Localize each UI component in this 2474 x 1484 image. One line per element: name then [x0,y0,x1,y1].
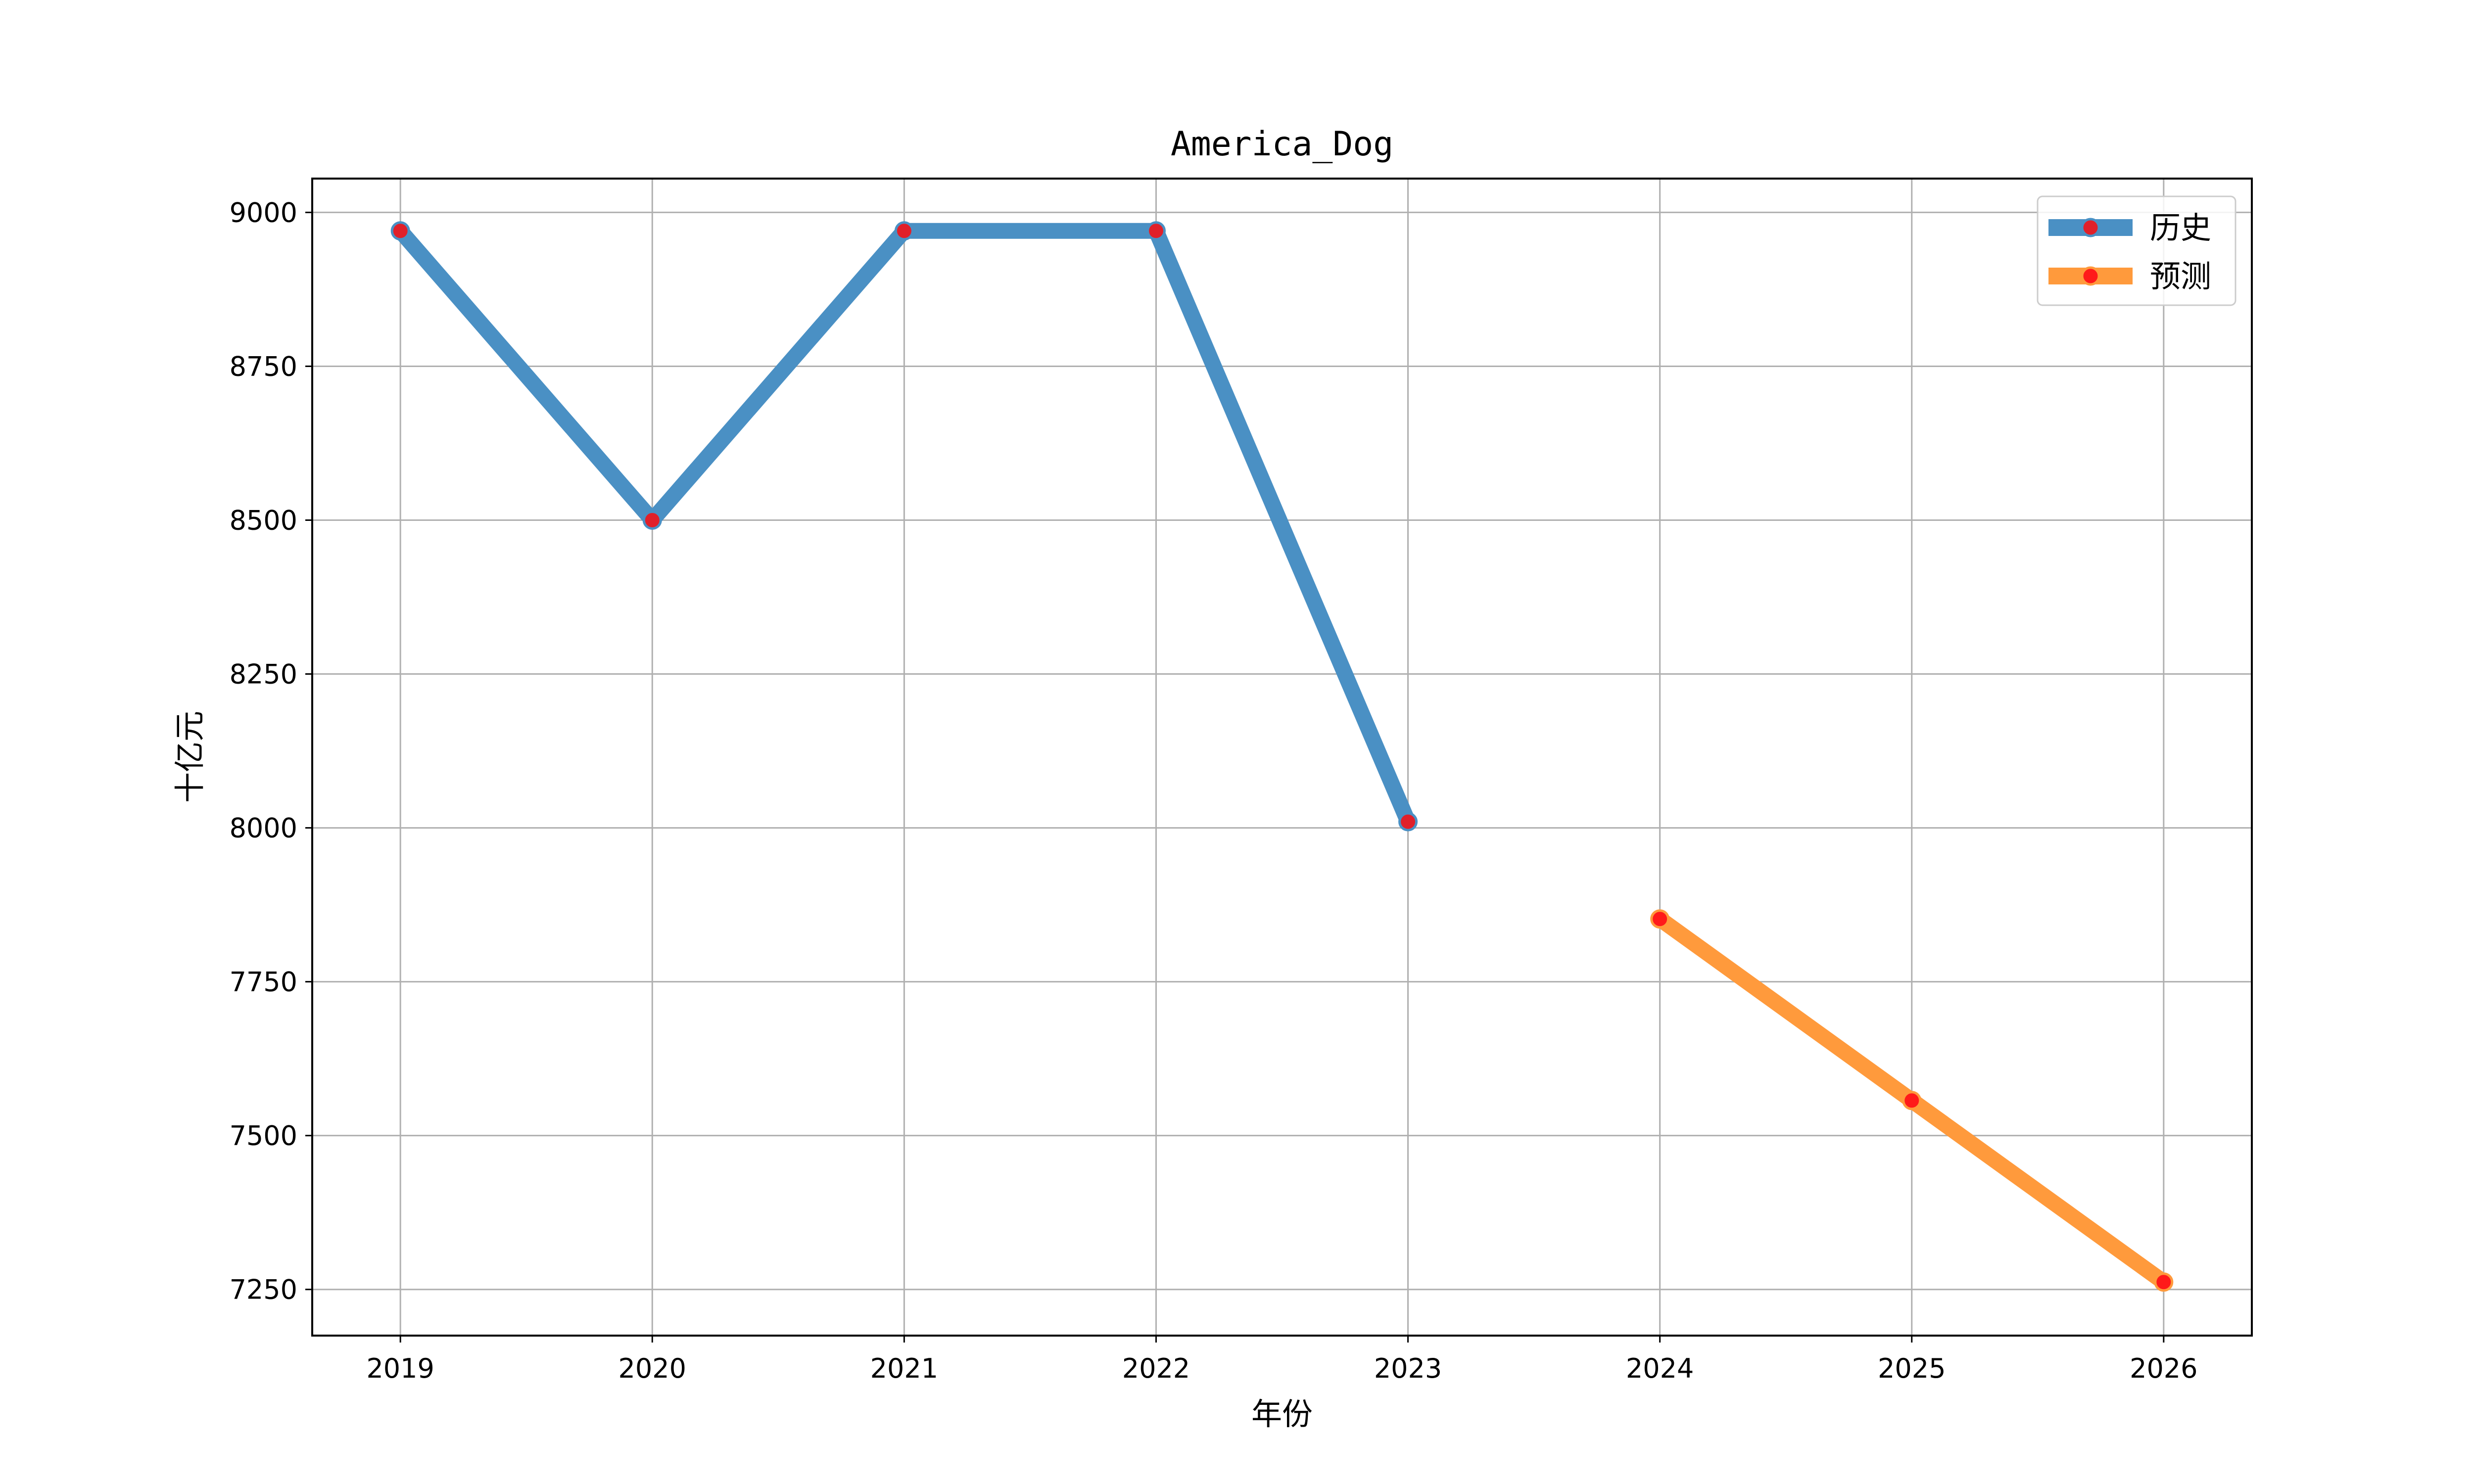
y-tick-label: 7750 [230,967,297,998]
data-point [894,221,914,241]
y-tick-label: 8750 [230,351,297,382]
data-point [642,510,662,530]
series-1 [390,221,1418,832]
y-tick-label: 7250 [230,1274,297,1305]
y-tick-label: 9000 [230,197,297,228]
x-tick-label: 2024 [1626,1353,1694,1384]
y-tick-label: 8500 [230,505,297,536]
y-tick-label: 7500 [230,1120,297,1152]
data-point [1650,909,1670,929]
chart-title: America_Dog [1171,125,1393,164]
y-tick-label: 8000 [230,813,297,844]
legend-marker [2081,266,2100,286]
x-tick-label: 2025 [1878,1353,1946,1384]
data-point [1146,221,1166,241]
x-tick-label: 2021 [870,1353,938,1384]
legend-label: 预测 [2150,258,2211,294]
y-tick-label: 8250 [230,659,297,690]
data-point [390,221,410,241]
plot-frame [311,178,2253,1337]
x-axis: 2019 2020 2021 2022 2023 2024 2025 2026 [366,1336,2198,1384]
x-tick-label: 2023 [1374,1353,1442,1384]
x-axis-label: 年份 [1251,1396,1313,1432]
x-tick-label: 2019 [366,1353,434,1384]
x-tick-label: 2020 [618,1353,686,1384]
x-tick-label: 2026 [2130,1353,2197,1384]
series-layer [390,221,2174,1292]
legend-label: 历史 [2150,210,2211,246]
data-point [1398,812,1418,832]
y-axis: 7250 7500 7750 8000 8250 8500 8750 9000 [230,197,312,1305]
series-2 [1650,909,2174,1292]
data-point [2154,1272,2174,1292]
legend-marker [2081,218,2100,237]
y-axis-label: 十亿元 [172,711,208,803]
x-tick-label: 2022 [1122,1353,1190,1384]
data-point [1902,1091,1922,1111]
